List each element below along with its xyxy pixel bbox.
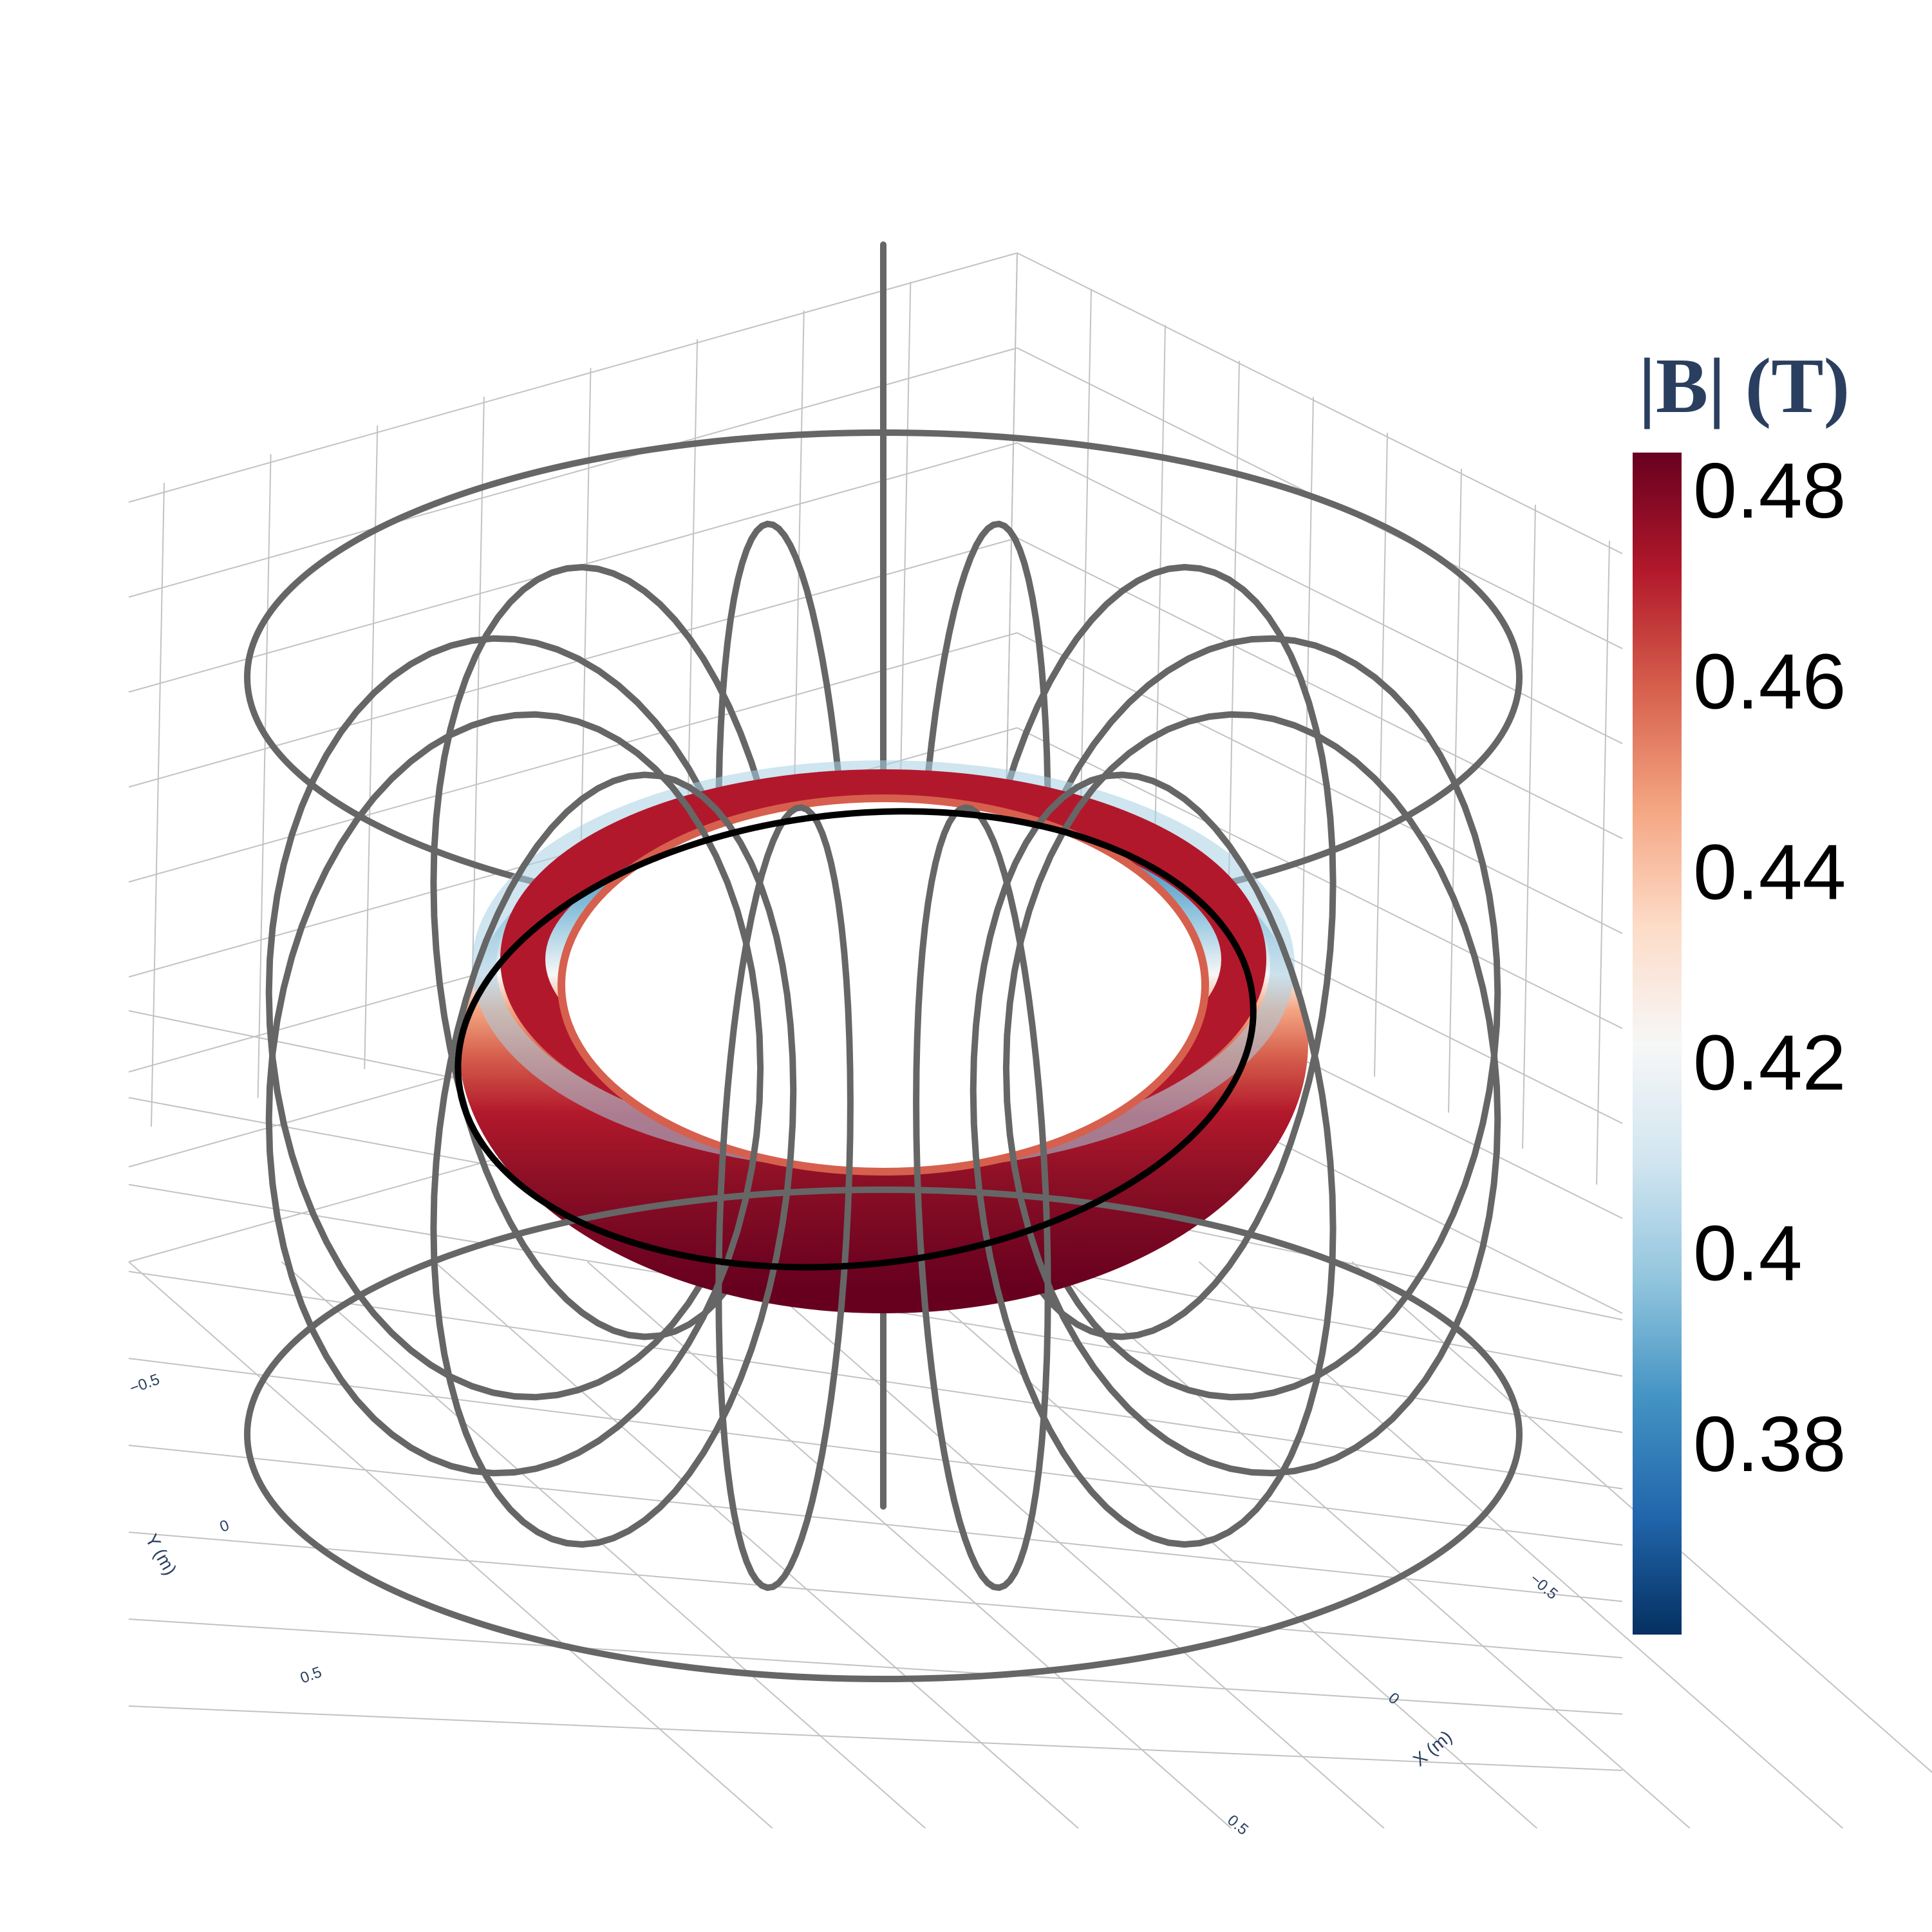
x-tick-label: 0 bbox=[1385, 1689, 1403, 1708]
toroidal-field-coil bbox=[913, 804, 1051, 1591]
colorbar: |B| (T) 0.48 0.46 0.44 0.42 0.4 0.38 bbox=[1633, 342, 1850, 1635]
plasma-torus-surface[interactable] bbox=[458, 760, 1308, 1313]
magnetic-axis bbox=[455, 808, 1257, 1271]
colorbar-tick-label: 0.42 bbox=[1693, 1019, 1846, 1107]
toroidal-field-coil bbox=[430, 771, 797, 1548]
y-tick-label: 0.5 bbox=[298, 1664, 324, 1687]
poloidal-field-coil bbox=[244, 1186, 1523, 1682]
colorbar-ticks: 0.48 0.46 0.44 0.42 0.4 0.38 bbox=[1693, 447, 1846, 1488]
coils-front-layer bbox=[244, 711, 1523, 1682]
colorbar-tick-label: 0.4 bbox=[1693, 1210, 1803, 1297]
colorbar-tick-label: 0.38 bbox=[1693, 1400, 1846, 1488]
x-axis-title: X (m) bbox=[1409, 1727, 1456, 1770]
toroidal-field-coil bbox=[265, 711, 764, 1477]
y-tick-label: 0 bbox=[218, 1517, 232, 1536]
x-tick-label: 0.5 bbox=[1224, 1812, 1252, 1839]
torus-hole bbox=[558, 794, 1209, 1176]
y-axis-title: Y (m) bbox=[142, 1531, 181, 1579]
colorbar-tick-label: 0.48 bbox=[1693, 447, 1846, 534]
colorbar-gradient bbox=[1633, 453, 1682, 1635]
colorbar-title: |B| (T) bbox=[1638, 342, 1850, 429]
toroidal-field-coil bbox=[715, 804, 854, 1591]
toroidal-field-coil bbox=[1002, 711, 1501, 1477]
colorbar-tick-label: 0.46 bbox=[1693, 637, 1846, 725]
toroidal-field-coil bbox=[970, 771, 1336, 1548]
y-tick-label: −0.5 bbox=[127, 1371, 162, 1398]
colorbar-tick-label: 0.44 bbox=[1693, 828, 1846, 915]
